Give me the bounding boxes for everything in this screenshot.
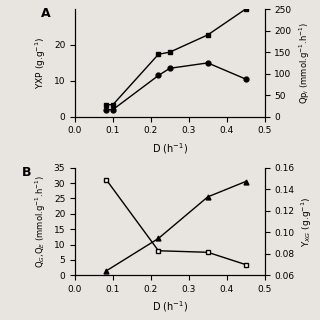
X-axis label: D (h$^{-1}$): D (h$^{-1}$): [152, 141, 188, 156]
X-axis label: D (h$^{-1}$): D (h$^{-1}$): [152, 300, 188, 315]
Text: A: A: [41, 7, 51, 20]
Y-axis label: YXP (g.g$^{-1}$): YXP (g.g$^{-1}$): [34, 37, 48, 89]
Text: B: B: [22, 165, 31, 179]
Y-axis label: Qp$_i$ (mmol.g$^{-1}$.h$^{-1}$): Qp$_i$ (mmol.g$^{-1}$.h$^{-1}$): [297, 22, 312, 104]
Y-axis label: Q$_G$,Q$_E$ (mmol.g$^{-1}$.h$^{-1}$): Q$_G$,Q$_E$ (mmol.g$^{-1}$.h$^{-1}$): [34, 175, 48, 268]
Y-axis label: Y$_{XG}$ (g.g$^{-1}$): Y$_{XG}$ (g.g$^{-1}$): [300, 196, 315, 247]
